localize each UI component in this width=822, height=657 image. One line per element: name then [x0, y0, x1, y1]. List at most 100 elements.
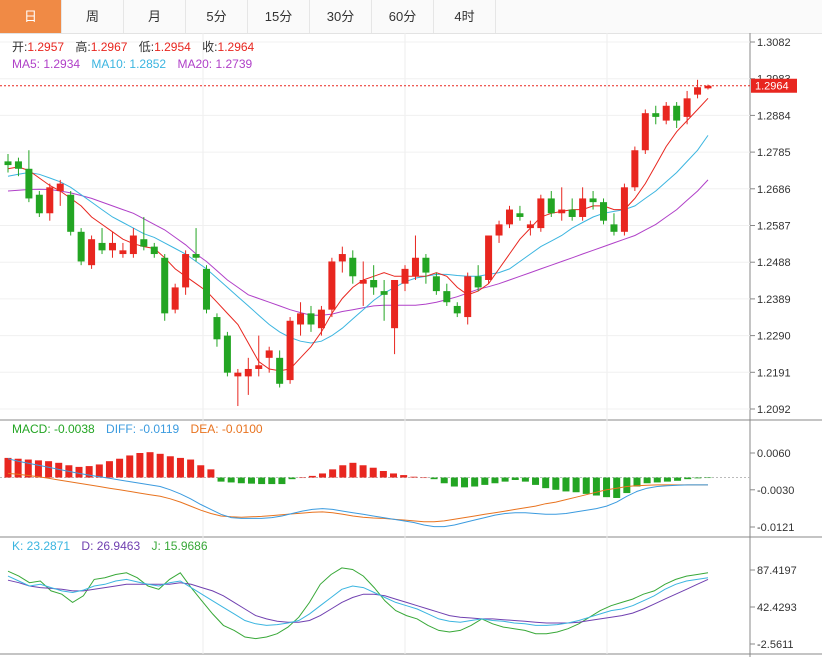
- kdj-panel: [7, 567, 709, 640]
- candle-body: [652, 113, 660, 117]
- macd-bar: [532, 477, 540, 485]
- kdj-legend: K: 23.2871 D: 26.9463 J: 15.9686: [12, 539, 208, 553]
- macd-bar: [288, 477, 296, 480]
- tab-week[interactable]: 周: [62, 0, 124, 33]
- candle-body: [119, 250, 127, 255]
- tab-15min[interactable]: 15分: [248, 0, 310, 33]
- tab-4hour[interactable]: 4时: [434, 0, 496, 33]
- candle-body: [182, 254, 190, 288]
- macd-bar: [95, 464, 103, 478]
- macd-bar: [461, 477, 469, 488]
- candle-body: [129, 235, 137, 255]
- high-value: 1.2967: [91, 40, 128, 54]
- candle-body: [620, 187, 628, 232]
- price-tick-label: 1.2884: [757, 110, 791, 122]
- macd-bar: [653, 477, 661, 483]
- d-line: [7, 578, 709, 624]
- macd-bar: [562, 477, 570, 492]
- kdj-tick-label: -2.5611: [757, 639, 794, 651]
- candle-body: [579, 198, 587, 217]
- tab-day[interactable]: 日: [0, 0, 62, 33]
- macd-bar: [105, 461, 113, 478]
- macd-bar: [450, 477, 458, 487]
- tab-5min[interactable]: 5分: [186, 0, 248, 33]
- price-tick-label: 1.2290: [757, 331, 791, 343]
- high-label: 高:: [75, 39, 90, 54]
- macd-bar: [247, 477, 255, 484]
- macd-bar: [400, 475, 408, 478]
- macd-bar: [440, 477, 448, 484]
- macd-panel: [4, 452, 712, 528]
- macd-bar: [329, 469, 337, 478]
- macd-bar: [166, 456, 174, 478]
- macd-bar: [207, 469, 215, 478]
- macd-bar: [410, 476, 418, 478]
- macd-bar: [75, 466, 83, 478]
- price-tick-label: 1.2686: [757, 184, 791, 196]
- macd-bar: [359, 465, 367, 478]
- candle-body: [140, 239, 148, 247]
- candle-body: [244, 368, 252, 377]
- candle-body: [485, 235, 493, 280]
- candle-body: [453, 305, 461, 314]
- macd-bar: [24, 459, 32, 478]
- macd-bar: [379, 470, 387, 478]
- tab-60min[interactable]: 60分: [372, 0, 434, 33]
- macd-legend: MACD: -0.0038 DIFF: -0.0119 DEA: -0.0100: [12, 422, 263, 436]
- candle-body: [223, 335, 231, 373]
- candle-body: [255, 365, 263, 369]
- candle-body: [56, 183, 64, 192]
- candle-body: [328, 261, 336, 310]
- candle-body: [25, 168, 33, 199]
- macd-bar: [45, 461, 53, 478]
- candle-body: [98, 242, 106, 251]
- macd-bar: [481, 477, 489, 485]
- ma-lines: [7, 97, 709, 372]
- candle-body: [401, 268, 409, 284]
- macd-bar: [156, 453, 164, 478]
- candle-body: [349, 257, 357, 277]
- candle-body: [422, 257, 430, 273]
- price-tick-label: 1.3082: [757, 37, 791, 49]
- tab-30min[interactable]: 30分: [310, 0, 372, 33]
- price-tick-label: 1.2191: [757, 367, 791, 379]
- candle-body: [380, 291, 388, 295]
- price-tick-label: 1.2587: [757, 221, 791, 233]
- candle-body: [265, 350, 273, 358]
- candle-body: [192, 254, 200, 258]
- macd-bar: [136, 453, 144, 478]
- macd-bar: [552, 477, 560, 490]
- macd-tick-label: -0.0121: [757, 522, 794, 534]
- macd-bar: [623, 477, 631, 494]
- open-value: 1.2957: [27, 40, 64, 54]
- candle-body: [14, 161, 22, 169]
- candle-body: [35, 194, 43, 214]
- macd-bar: [704, 477, 712, 479]
- candle-body: [694, 87, 702, 95]
- macd-bar: [501, 477, 509, 482]
- macd-bar: [633, 477, 641, 487]
- macd-bar: [187, 459, 195, 478]
- macd-bar: [471, 477, 479, 487]
- candle-body: [495, 224, 503, 236]
- macd-bar: [582, 477, 590, 494]
- candle-body: [370, 279, 378, 288]
- candle-body: [317, 309, 325, 329]
- macd-bar: [278, 477, 286, 485]
- candle-body: [213, 317, 221, 340]
- candle-body: [432, 276, 440, 292]
- macd-bar: [318, 473, 326, 478]
- tab-month[interactable]: 月: [124, 0, 186, 33]
- ma5-line: [7, 97, 709, 372]
- macd-bar: [491, 477, 499, 484]
- k-label: K: 23.2871: [12, 539, 70, 553]
- j-line: [7, 567, 709, 640]
- candle-body: [600, 202, 608, 221]
- candle-body: [526, 224, 534, 229]
- candle-body: [641, 113, 649, 151]
- candle-body: [505, 209, 513, 225]
- candle-body: [662, 105, 670, 121]
- candle-body: [589, 198, 597, 203]
- macd-bar: [258, 477, 266, 485]
